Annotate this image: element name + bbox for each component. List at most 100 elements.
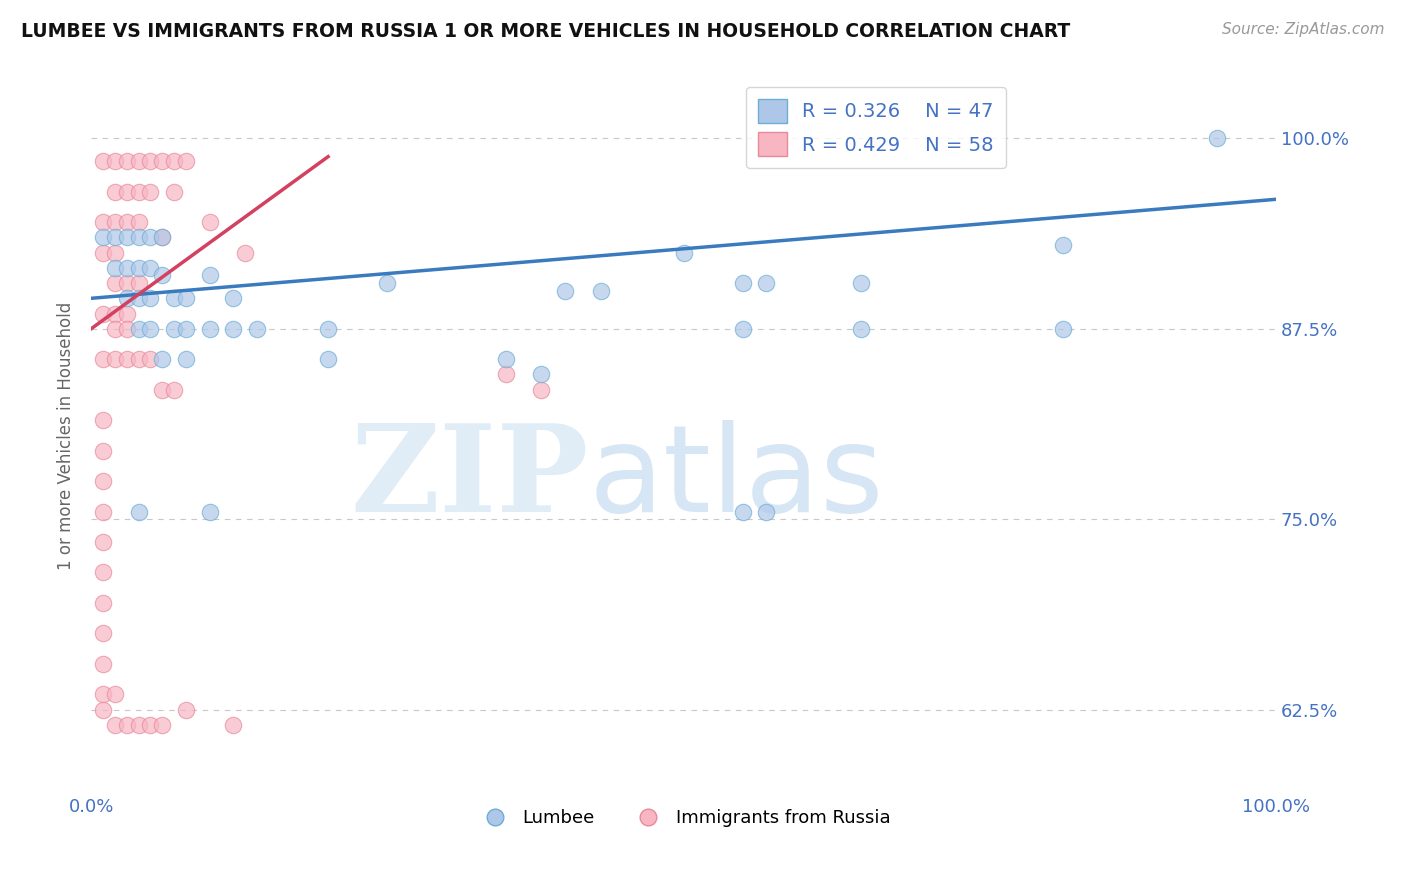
Point xyxy=(246,322,269,336)
Point xyxy=(198,322,221,336)
Point xyxy=(731,276,754,290)
Point xyxy=(174,702,197,716)
Point xyxy=(163,383,186,397)
Point xyxy=(163,322,186,336)
Point xyxy=(851,322,873,336)
Point xyxy=(150,154,173,169)
Point xyxy=(377,276,399,290)
Text: Source: ZipAtlas.com: Source: ZipAtlas.com xyxy=(1222,22,1385,37)
Point xyxy=(115,154,138,169)
Point xyxy=(104,185,127,199)
Point xyxy=(128,352,150,367)
Point xyxy=(222,322,245,336)
Point xyxy=(139,185,162,199)
Point xyxy=(139,718,162,732)
Point xyxy=(163,154,186,169)
Point xyxy=(495,368,517,382)
Point xyxy=(115,352,138,367)
Legend: Lumbee, Immigrants from Russia: Lumbee, Immigrants from Russia xyxy=(470,802,897,834)
Point xyxy=(554,284,576,298)
Point xyxy=(128,504,150,518)
Text: atlas: atlas xyxy=(589,420,884,537)
Point xyxy=(174,291,197,305)
Point xyxy=(128,185,150,199)
Point xyxy=(1052,322,1074,336)
Point xyxy=(104,260,127,275)
Point xyxy=(174,352,197,367)
Point xyxy=(1052,238,1074,252)
Point xyxy=(115,291,138,305)
Point xyxy=(104,322,127,336)
Point xyxy=(104,276,127,290)
Point xyxy=(495,352,517,367)
Point xyxy=(316,322,339,336)
Point xyxy=(91,154,114,169)
Point xyxy=(163,291,186,305)
Point xyxy=(104,215,127,229)
Point xyxy=(104,306,127,320)
Point xyxy=(139,352,162,367)
Point xyxy=(91,657,114,671)
Y-axis label: 1 or more Vehicles in Household: 1 or more Vehicles in Household xyxy=(58,301,75,569)
Point xyxy=(222,718,245,732)
Point xyxy=(128,260,150,275)
Point xyxy=(104,230,127,244)
Point xyxy=(128,154,150,169)
Point xyxy=(104,352,127,367)
Point xyxy=(589,284,612,298)
Point xyxy=(316,352,339,367)
Point xyxy=(139,291,162,305)
Point xyxy=(163,185,186,199)
Point xyxy=(115,185,138,199)
Point xyxy=(139,230,162,244)
Point xyxy=(174,154,197,169)
Text: ZIP: ZIP xyxy=(350,419,589,537)
Point xyxy=(91,443,114,458)
Point xyxy=(128,322,150,336)
Point xyxy=(115,215,138,229)
Point xyxy=(91,474,114,488)
Point xyxy=(115,718,138,732)
Point xyxy=(104,718,127,732)
Point xyxy=(150,352,173,367)
Point xyxy=(222,291,245,305)
Point xyxy=(1205,131,1227,145)
Point xyxy=(91,535,114,549)
Point xyxy=(91,596,114,610)
Point xyxy=(128,276,150,290)
Point xyxy=(128,215,150,229)
Point xyxy=(104,687,127,701)
Point xyxy=(755,276,778,290)
Point xyxy=(91,352,114,367)
Point xyxy=(174,322,197,336)
Point xyxy=(198,215,221,229)
Point xyxy=(139,260,162,275)
Point xyxy=(233,245,256,260)
Point xyxy=(198,268,221,283)
Point xyxy=(139,322,162,336)
Point xyxy=(139,154,162,169)
Point xyxy=(128,718,150,732)
Point xyxy=(115,230,138,244)
Point xyxy=(91,626,114,640)
Point xyxy=(91,413,114,427)
Point xyxy=(530,383,553,397)
Point xyxy=(150,230,173,244)
Point xyxy=(91,215,114,229)
Point xyxy=(104,154,127,169)
Point xyxy=(91,230,114,244)
Point xyxy=(731,504,754,518)
Point xyxy=(91,306,114,320)
Point xyxy=(91,504,114,518)
Point xyxy=(198,504,221,518)
Point xyxy=(91,566,114,580)
Point xyxy=(530,368,553,382)
Point xyxy=(115,260,138,275)
Point xyxy=(851,276,873,290)
Point xyxy=(672,245,695,260)
Point xyxy=(91,687,114,701)
Point xyxy=(115,306,138,320)
Point xyxy=(150,268,173,283)
Point xyxy=(128,230,150,244)
Point xyxy=(128,291,150,305)
